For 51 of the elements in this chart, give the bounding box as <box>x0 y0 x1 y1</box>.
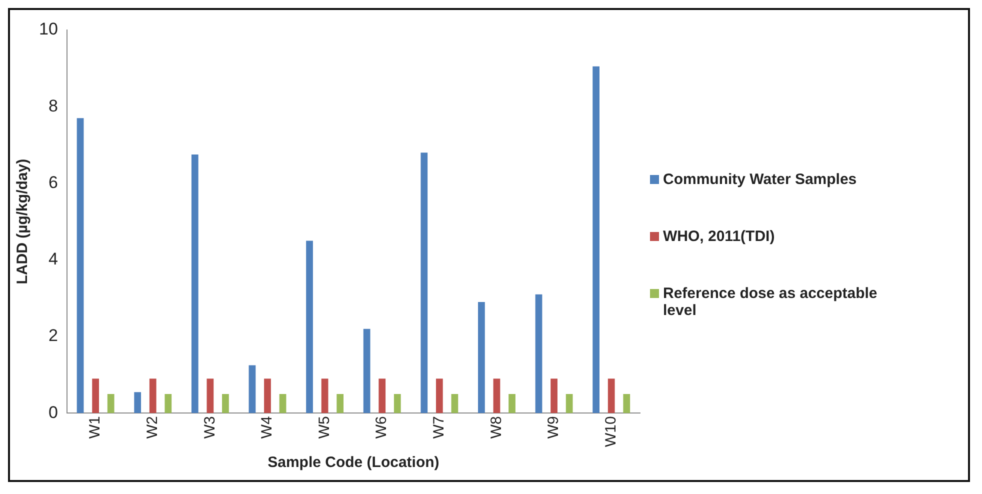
x-tick-label: W2 <box>144 416 162 439</box>
bar <box>478 302 485 414</box>
y-tick-label: 8 <box>48 96 58 116</box>
bar <box>363 328 370 414</box>
x-tick-label: W9 <box>545 416 562 439</box>
y-tick-label: 2 <box>48 326 58 346</box>
bar <box>107 394 114 414</box>
y-axis-title: LADD (µg/kg/day) <box>14 158 32 284</box>
bar <box>394 394 401 414</box>
bar <box>222 394 229 414</box>
x-tick-label: W5 <box>316 416 333 439</box>
legend-label: WHO, 2011(TDI) <box>663 228 776 245</box>
x-axis-title: Sample Code (Location) <box>268 454 440 472</box>
x-tick-label: W3 <box>201 416 218 439</box>
bar <box>76 118 84 414</box>
bar <box>592 66 600 414</box>
y-tick-label: 0 <box>48 402 58 422</box>
y-tick-label: 4 <box>48 250 58 269</box>
bar <box>164 394 172 414</box>
bar <box>566 394 573 414</box>
bar <box>306 240 313 414</box>
legend-label: Community Water Samples <box>663 171 858 188</box>
bar <box>279 394 286 414</box>
bar <box>493 378 500 414</box>
bar <box>336 394 344 414</box>
bar <box>134 392 142 414</box>
x-tick-label: W8 <box>488 416 505 439</box>
legend-label: Reference dose as acceptable level <box>663 285 878 319</box>
bar <box>206 378 214 414</box>
bar <box>264 378 271 414</box>
bar <box>508 394 516 414</box>
bar <box>321 378 328 414</box>
bar <box>92 378 100 414</box>
x-tick-label: W4 <box>258 416 276 439</box>
bar <box>623 394 630 414</box>
bar <box>608 378 615 414</box>
bar <box>248 365 256 414</box>
y-tick-label: 10 <box>38 20 58 39</box>
bar <box>550 378 558 414</box>
x-tick-label: W6 <box>373 416 390 439</box>
bar <box>420 152 428 414</box>
bar <box>149 378 156 414</box>
y-tick-label: 6 <box>48 172 58 192</box>
bar <box>535 294 542 414</box>
x-tick-label: W10 <box>602 416 620 447</box>
x-tick-label: W7 <box>430 416 448 439</box>
x-tick-label: W1 <box>86 416 104 439</box>
bar <box>451 394 458 414</box>
bar <box>378 378 386 414</box>
bar <box>436 378 443 414</box>
bar <box>191 154 198 414</box>
